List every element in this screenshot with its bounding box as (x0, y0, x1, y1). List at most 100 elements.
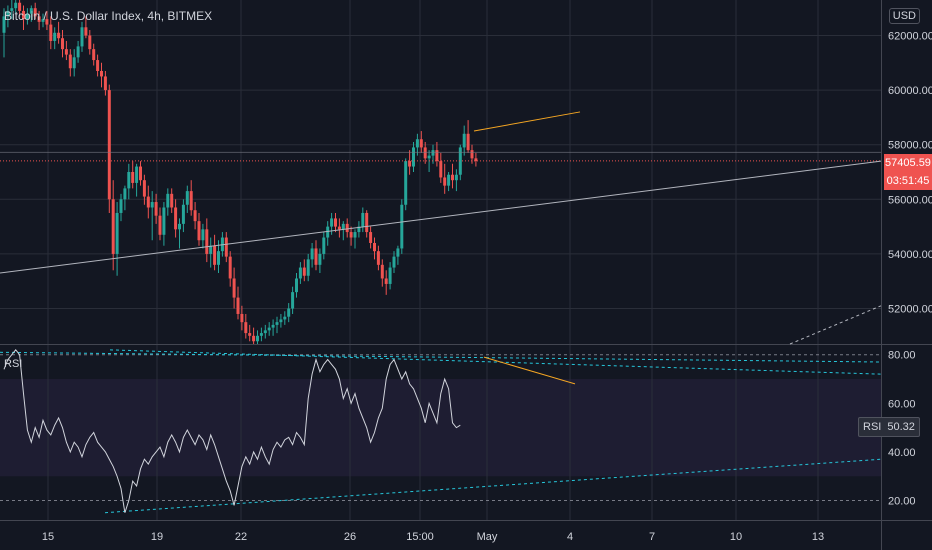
candle[interactable] (127, 163, 131, 200)
candle[interactable] (10, 0, 14, 20)
candle[interactable] (197, 212, 201, 246)
candle[interactable] (154, 193, 158, 224)
candle[interactable] (365, 210, 369, 238)
candle[interactable] (119, 193, 123, 222)
candle[interactable] (139, 161, 142, 186)
candle[interactable] (224, 232, 228, 263)
candle[interactable] (178, 218, 181, 249)
candle[interactable] (80, 21, 84, 52)
rsi-trendline-mid[interactable] (0, 351, 882, 363)
candle[interactable] (29, 5, 33, 22)
candle[interactable] (302, 259, 306, 282)
candle[interactable] (244, 313, 248, 339)
candle[interactable] (100, 62, 103, 88)
candle[interactable] (384, 270, 388, 295)
candle[interactable] (466, 120, 470, 153)
candle[interactable] (170, 188, 174, 213)
candle[interactable] (337, 218, 341, 238)
rsi-trendline-upper[interactable] (109, 349, 882, 375)
candle[interactable] (462, 125, 466, 156)
candle[interactable] (41, 13, 45, 28)
candle[interactable] (72, 49, 76, 77)
candle[interactable] (275, 316, 279, 334)
candle[interactable] (388, 262, 392, 290)
candle[interactable] (298, 262, 302, 284)
candle[interactable] (271, 319, 275, 336)
candle[interactable] (107, 84, 111, 213)
candle[interactable] (451, 163, 454, 189)
candle[interactable] (349, 226, 353, 246)
candle[interactable] (76, 40, 80, 63)
resistance-trendline[interactable] (473, 111, 581, 132)
candle[interactable] (314, 240, 318, 271)
candle[interactable] (45, 10, 49, 31)
candle[interactable] (123, 185, 127, 211)
candle[interactable] (162, 202, 166, 246)
candle[interactable] (291, 286, 295, 314)
candle[interactable] (474, 152, 478, 167)
candle[interactable] (369, 226, 373, 249)
candle[interactable] (256, 330, 259, 344)
candle[interactable] (209, 237, 213, 268)
candle[interactable] (64, 40, 68, 61)
candle[interactable] (131, 161, 135, 189)
candle[interactable] (267, 322, 271, 336)
candle[interactable] (380, 259, 384, 287)
candle[interactable] (458, 144, 462, 181)
candle[interactable] (61, 30, 64, 58)
candle[interactable] (392, 251, 396, 274)
candle[interactable] (376, 245, 380, 271)
candle[interactable] (25, 8, 29, 25)
candle[interactable] (53, 27, 57, 50)
projected-trendline[interactable] (789, 305, 882, 345)
candle[interactable] (88, 30, 92, 55)
candle[interactable] (18, 0, 22, 17)
candle[interactable] (396, 245, 400, 265)
candle[interactable] (322, 232, 326, 260)
candle[interactable] (232, 267, 236, 309)
candle[interactable] (248, 324, 252, 342)
candle[interactable] (166, 188, 170, 216)
candle[interactable] (326, 221, 330, 246)
candle[interactable] (443, 163, 447, 194)
candle[interactable] (57, 21, 61, 44)
candle[interactable] (412, 141, 415, 172)
candle[interactable] (361, 207, 365, 233)
candle[interactable] (345, 218, 349, 238)
candle[interactable] (439, 152, 443, 183)
candle[interactable] (295, 273, 298, 298)
candle[interactable] (33, 2, 37, 20)
rsi-pane-label[interactable]: RSI (4, 358, 23, 370)
candle[interactable] (353, 229, 357, 249)
candle[interactable] (205, 218, 209, 263)
candle[interactable] (49, 16, 53, 50)
candle[interactable] (252, 327, 256, 344)
candle[interactable] (185, 185, 189, 213)
candle[interactable] (259, 327, 263, 342)
candle[interactable] (435, 141, 439, 167)
ascending-trendline[interactable] (0, 160, 882, 274)
candle[interactable] (174, 199, 178, 238)
candle[interactable] (213, 234, 217, 271)
candle[interactable] (236, 286, 240, 320)
candle[interactable] (92, 43, 96, 66)
candle[interactable] (193, 202, 197, 230)
candle[interactable] (454, 169, 458, 192)
candle[interactable] (408, 150, 412, 175)
candle[interactable] (37, 10, 41, 31)
candle[interactable] (306, 253, 310, 282)
candle[interactable] (181, 199, 185, 233)
candle[interactable] (400, 199, 404, 254)
candle[interactable] (287, 303, 291, 323)
candle[interactable] (158, 207, 162, 241)
currency-badge[interactable]: USD (888, 8, 920, 24)
candle[interactable] (310, 242, 314, 268)
candle[interactable] (142, 174, 146, 205)
candle[interactable] (341, 221, 345, 241)
candle[interactable] (84, 16, 88, 39)
rsi-divergence-line[interactable] (483, 356, 576, 385)
candle[interactable] (111, 180, 115, 271)
candle[interactable] (283, 311, 287, 325)
candle[interactable] (404, 158, 408, 211)
